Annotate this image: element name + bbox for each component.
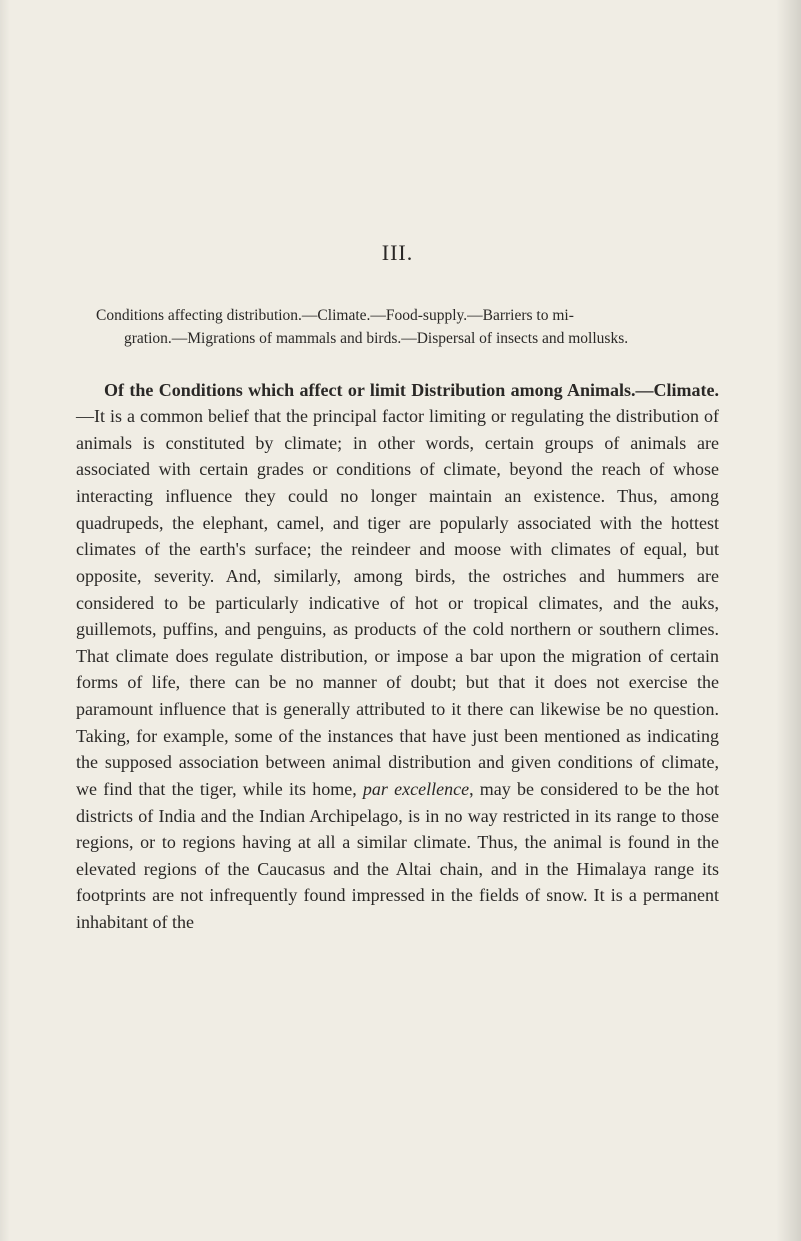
body-text: Of the Conditions which affect or limit … [76, 377, 719, 936]
italic-phrase: par excellence [363, 779, 469, 799]
chapter-summary: Conditions affecting distribution.—Clima… [76, 304, 719, 351]
summary-line-2: gration.—Migrations of mammals and birds… [76, 327, 719, 350]
section-heading-2: —Climate. [636, 380, 719, 400]
summary-line-1: Conditions affecting distribution.—Clima… [76, 304, 719, 327]
document-page: III. Conditions affecting distribution.—… [0, 0, 801, 996]
main-paragraph: Of the Conditions which affect or limit … [76, 377, 719, 936]
body-segment-2: , may be considered to be the hot distri… [76, 779, 719, 932]
section-heading-1: Of the Conditions which affect or limit … [104, 380, 636, 400]
body-segment-1: —It is a common belief that the principa… [76, 406, 719, 799]
chapter-number: III. [76, 240, 719, 266]
